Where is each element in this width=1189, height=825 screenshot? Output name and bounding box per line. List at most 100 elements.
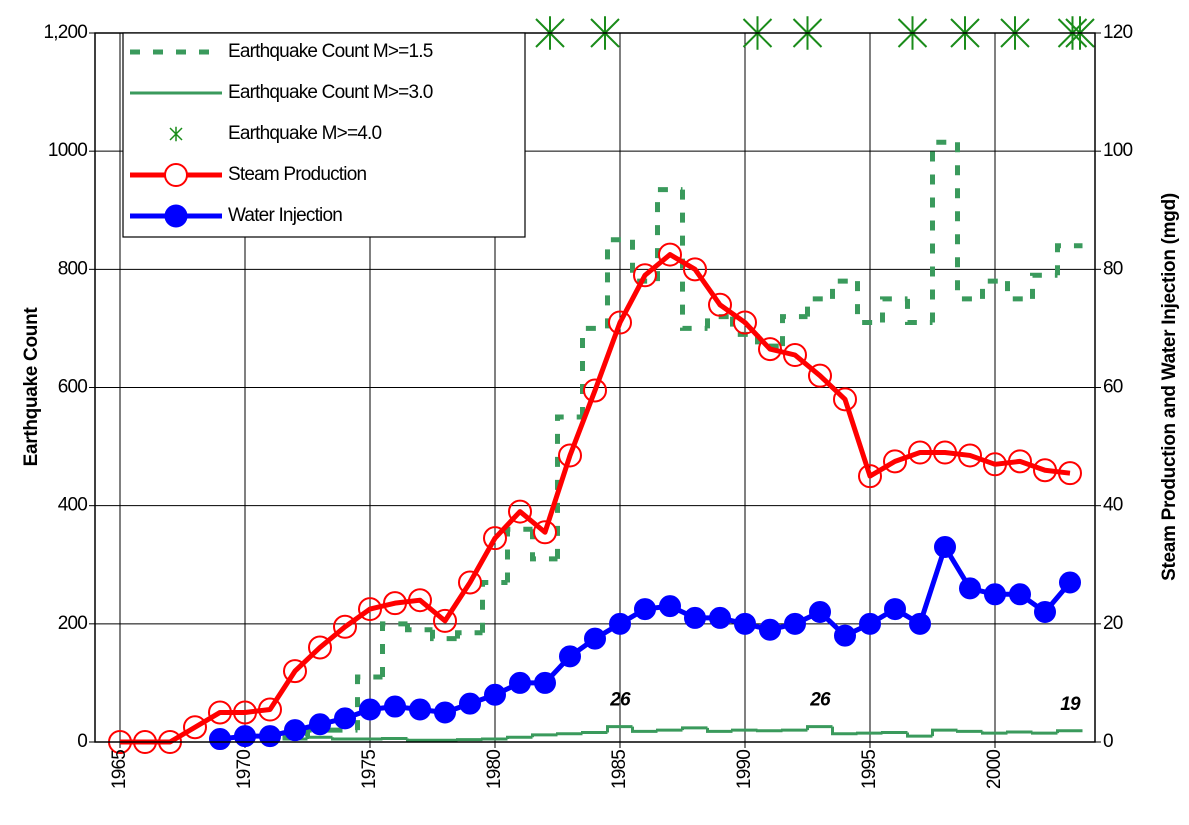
step	[1056, 729, 1083, 734]
step	[580, 325, 608, 418]
marker	[483, 526, 507, 551]
step	[331, 737, 358, 741]
marker	[358, 597, 382, 622]
y-tick-label: 0	[77, 731, 87, 752]
marker	[783, 343, 807, 368]
step	[730, 316, 758, 337]
marker	[459, 692, 481, 715]
step	[1031, 731, 1058, 735]
marker	[734, 612, 756, 635]
step	[581, 731, 608, 735]
step	[481, 737, 508, 741]
marker	[634, 598, 656, 621]
y-tick-label: 200	[58, 613, 88, 634]
marker	[684, 606, 706, 629]
marker	[884, 598, 906, 621]
x-tick-label: 1980	[484, 750, 505, 789]
marker	[433, 608, 457, 633]
step	[805, 296, 833, 317]
marker	[608, 310, 632, 335]
step	[305, 727, 333, 737]
marker	[958, 443, 982, 468]
step	[506, 735, 533, 740]
y-tick-label: 600	[58, 377, 88, 398]
y2-tick-label: 100	[1103, 140, 1133, 161]
step	[1030, 272, 1058, 299]
step	[706, 727, 733, 733]
x-tick-label: 1990	[734, 750, 755, 789]
marker	[709, 606, 731, 629]
step	[606, 725, 633, 733]
step	[731, 728, 758, 732]
marker	[234, 725, 256, 748]
marker	[509, 671, 531, 694]
step	[456, 738, 483, 742]
marker	[259, 725, 281, 748]
x-tick-label: 1985	[609, 750, 630, 789]
marker	[708, 292, 732, 317]
marker	[833, 387, 857, 412]
step	[1005, 281, 1033, 302]
step	[906, 732, 933, 738]
step	[705, 314, 733, 329]
step	[631, 726, 658, 733]
step	[605, 237, 633, 329]
step	[530, 529, 558, 562]
marker	[208, 700, 232, 725]
marker	[458, 570, 482, 595]
y2-tick-label: 20	[1103, 613, 1123, 634]
step	[831, 726, 858, 736]
marker	[333, 614, 357, 639]
step	[430, 629, 458, 642]
x-tick-label: 1975	[359, 750, 380, 789]
step	[780, 314, 808, 347]
x-tick-label: 1965	[109, 750, 130, 789]
marker	[334, 707, 356, 730]
data-label: 26	[609, 690, 631, 711]
marker	[584, 627, 606, 650]
marker	[434, 701, 456, 724]
marker	[409, 698, 431, 721]
step	[681, 726, 708, 731]
marker	[759, 618, 781, 641]
step	[531, 733, 558, 738]
marker	[309, 713, 331, 736]
marker	[508, 499, 532, 524]
step	[405, 623, 433, 633]
marker	[1008, 449, 1032, 474]
step	[355, 674, 383, 731]
marker	[484, 683, 506, 706]
step	[955, 142, 983, 302]
marker	[984, 583, 1006, 606]
marker	[934, 536, 956, 559]
marker	[808, 363, 832, 388]
legend-label: Earthquake Count M>=3.0	[228, 82, 433, 103]
legend-label: Earthquake Count M>=1.5	[228, 41, 433, 62]
marker	[1034, 601, 1056, 624]
marker	[583, 378, 607, 403]
marker	[183, 715, 207, 740]
legend-swatch	[169, 126, 183, 142]
marker	[733, 310, 757, 335]
step	[680, 189, 708, 331]
marker	[1009, 583, 1031, 606]
step	[480, 579, 508, 633]
step	[905, 298, 933, 326]
marker	[758, 337, 782, 362]
legend-label: Earthquake M>=4.0	[228, 123, 382, 144]
marker	[533, 520, 557, 545]
y-tick-label: 1000	[48, 140, 87, 161]
marker	[858, 464, 882, 489]
marker	[883, 449, 907, 474]
step	[830, 278, 858, 299]
marker	[659, 595, 681, 618]
y2-tick-label: 60	[1103, 377, 1123, 398]
step	[1055, 243, 1083, 276]
marker	[408, 588, 432, 613]
step	[505, 526, 533, 583]
marker	[784, 612, 806, 635]
marker	[683, 257, 707, 282]
step	[806, 725, 833, 731]
